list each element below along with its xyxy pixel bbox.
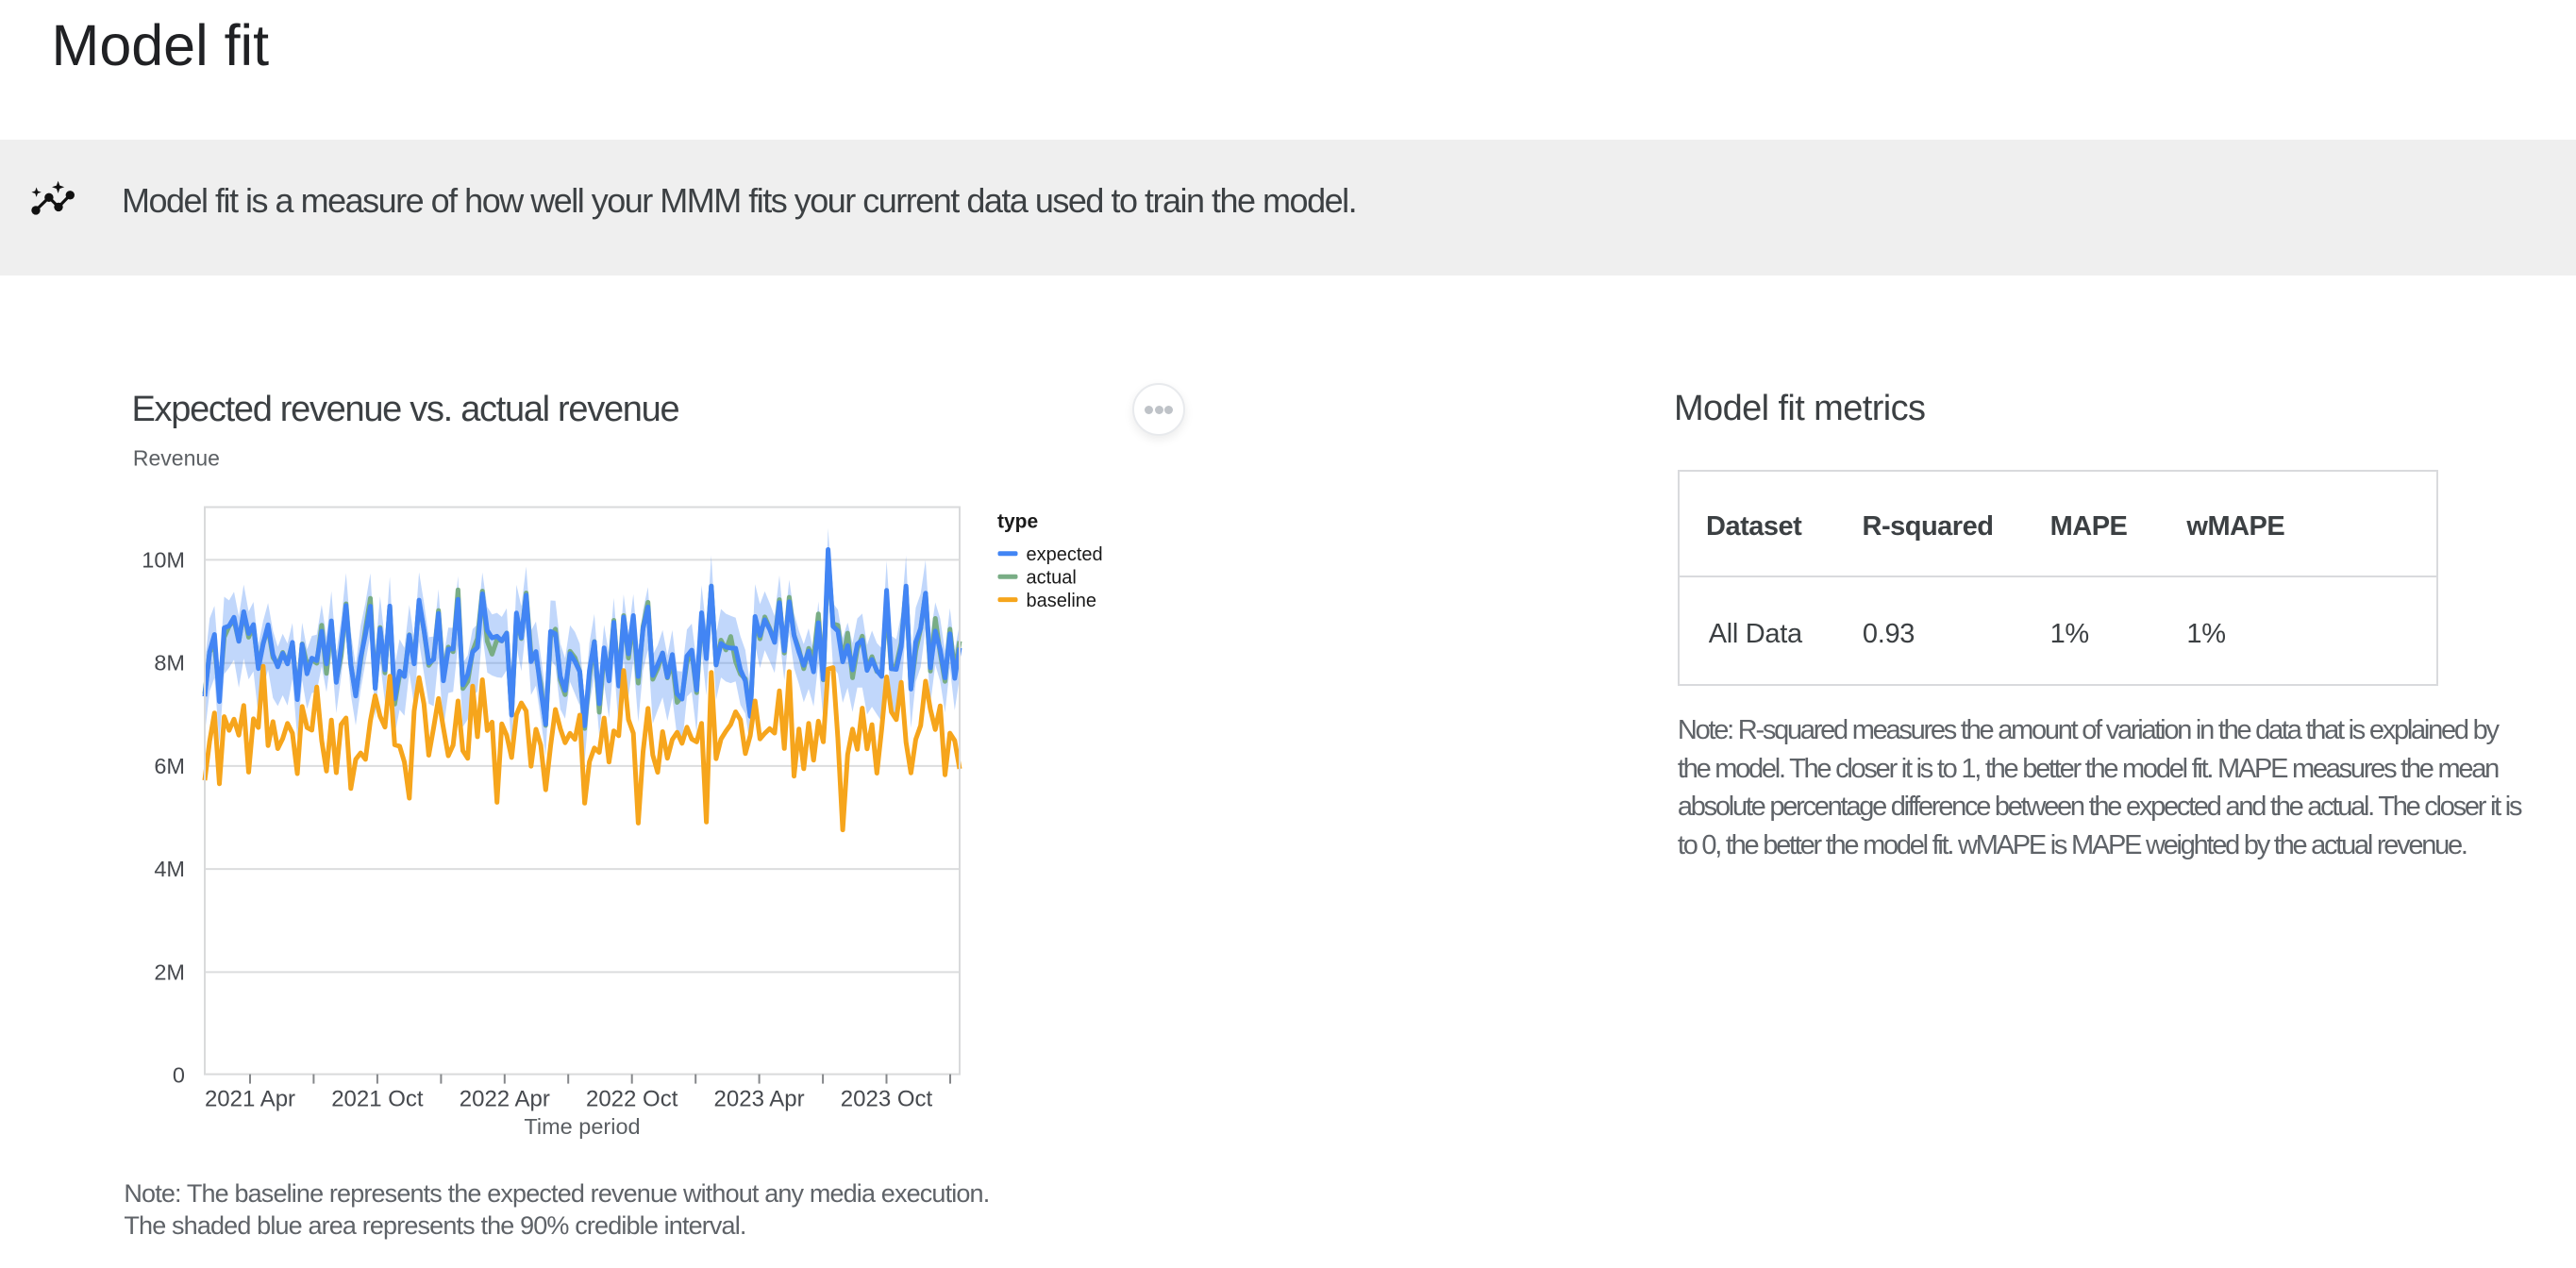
svg-text:2022 Oct: 2022 Oct <box>586 1087 678 1112</box>
svg-text:2M: 2M <box>154 959 185 984</box>
svg-text:0: 0 <box>173 1063 185 1088</box>
svg-text:2021 Oct: 2021 Oct <box>331 1087 424 1112</box>
svg-text:2021 Apr: 2021 Apr <box>205 1087 295 1112</box>
svg-text:2023 Apr: 2023 Apr <box>714 1087 805 1112</box>
svg-text:Time period: Time period <box>524 1114 640 1139</box>
svg-text:6M: 6M <box>154 754 185 778</box>
svg-text:4M: 4M <box>154 857 185 881</box>
svg-text:type: type <box>997 511 1038 533</box>
svg-text:2022 Apr: 2022 Apr <box>460 1087 550 1112</box>
svg-text:expected: expected <box>1027 544 1103 565</box>
svg-text:actual: actual <box>1027 568 1077 589</box>
svg-text:Revenue: Revenue <box>133 446 220 471</box>
svg-text:8M: 8M <box>154 651 185 676</box>
svg-text:2023 Oct: 2023 Oct <box>841 1087 933 1112</box>
svg-text:baseline: baseline <box>1027 591 1097 611</box>
svg-text:10M: 10M <box>142 547 185 572</box>
